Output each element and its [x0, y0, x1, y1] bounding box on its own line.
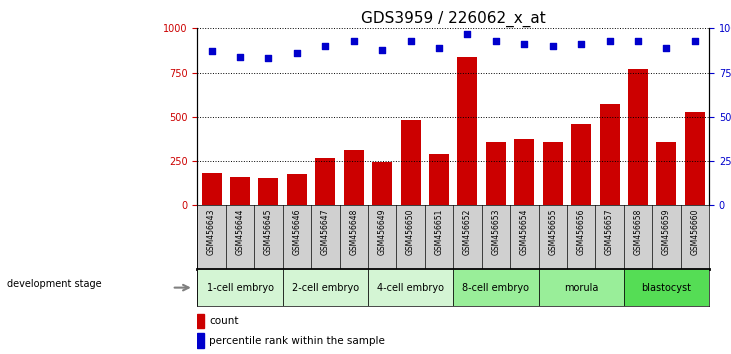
- Bar: [656, 142, 676, 205]
- Text: GSM456649: GSM456649: [378, 209, 387, 255]
- Text: GSM456648: GSM456648: [349, 209, 358, 255]
- Text: GSM456644: GSM456644: [235, 209, 244, 255]
- Text: blastocyst: blastocyst: [641, 282, 692, 293]
- Bar: [542, 142, 563, 205]
- Text: GSM456645: GSM456645: [264, 209, 273, 255]
- Text: morula: morula: [564, 282, 599, 293]
- Title: GDS3959 / 226062_x_at: GDS3959 / 226062_x_at: [361, 11, 545, 27]
- Bar: [486, 142, 506, 205]
- Bar: [287, 175, 307, 205]
- Text: GSM456660: GSM456660: [690, 209, 700, 255]
- Bar: [599, 104, 619, 205]
- Bar: [315, 159, 336, 205]
- Point: [405, 38, 417, 44]
- Bar: [197, 314, 204, 329]
- Point: [575, 41, 587, 47]
- Bar: [197, 333, 204, 348]
- Bar: [344, 150, 363, 205]
- Bar: [230, 177, 250, 205]
- Point: [518, 41, 530, 47]
- Text: GSM456659: GSM456659: [662, 209, 671, 255]
- Point: [262, 56, 274, 61]
- Text: count: count: [209, 316, 238, 326]
- Bar: [283, 269, 368, 306]
- Text: GSM456651: GSM456651: [434, 209, 444, 255]
- Text: GSM456655: GSM456655: [548, 209, 557, 255]
- Bar: [368, 269, 453, 306]
- Point: [604, 38, 616, 44]
- Bar: [685, 112, 705, 205]
- Point: [461, 31, 473, 36]
- Bar: [539, 269, 624, 306]
- Bar: [458, 57, 477, 205]
- Bar: [628, 69, 648, 205]
- Text: GSM456654: GSM456654: [520, 209, 529, 255]
- Text: GSM456656: GSM456656: [577, 209, 586, 255]
- Text: 2-cell embryo: 2-cell embryo: [292, 282, 359, 293]
- Point: [632, 38, 644, 44]
- Point: [291, 50, 303, 56]
- Bar: [401, 120, 420, 205]
- Text: GSM456658: GSM456658: [634, 209, 643, 255]
- Bar: [202, 172, 221, 205]
- Bar: [429, 154, 449, 205]
- Point: [319, 43, 331, 49]
- Bar: [453, 269, 539, 306]
- Bar: [624, 269, 709, 306]
- Point: [689, 38, 701, 44]
- Text: GSM456647: GSM456647: [321, 209, 330, 255]
- Point: [376, 47, 388, 52]
- Text: GSM456643: GSM456643: [207, 209, 216, 255]
- Bar: [372, 162, 392, 205]
- Text: GSM456653: GSM456653: [491, 209, 500, 255]
- Text: percentile rank within the sample: percentile rank within the sample: [209, 336, 385, 346]
- Bar: [197, 269, 283, 306]
- Bar: [515, 139, 534, 205]
- Text: 1-cell embryo: 1-cell embryo: [207, 282, 273, 293]
- Bar: [571, 124, 591, 205]
- Text: development stage: development stage: [7, 279, 102, 289]
- Point: [205, 48, 217, 54]
- Point: [348, 38, 360, 44]
- Point: [433, 45, 445, 51]
- Point: [547, 43, 558, 49]
- Text: 4-cell embryo: 4-cell embryo: [377, 282, 444, 293]
- Text: GSM456652: GSM456652: [463, 209, 472, 255]
- Point: [490, 38, 501, 44]
- Text: 8-cell embryo: 8-cell embryo: [463, 282, 529, 293]
- Point: [661, 45, 673, 51]
- Point: [234, 54, 246, 59]
- Bar: [259, 178, 279, 205]
- Text: GSM456646: GSM456646: [292, 209, 301, 255]
- Text: GSM456650: GSM456650: [406, 209, 415, 255]
- Text: GSM456657: GSM456657: [605, 209, 614, 255]
